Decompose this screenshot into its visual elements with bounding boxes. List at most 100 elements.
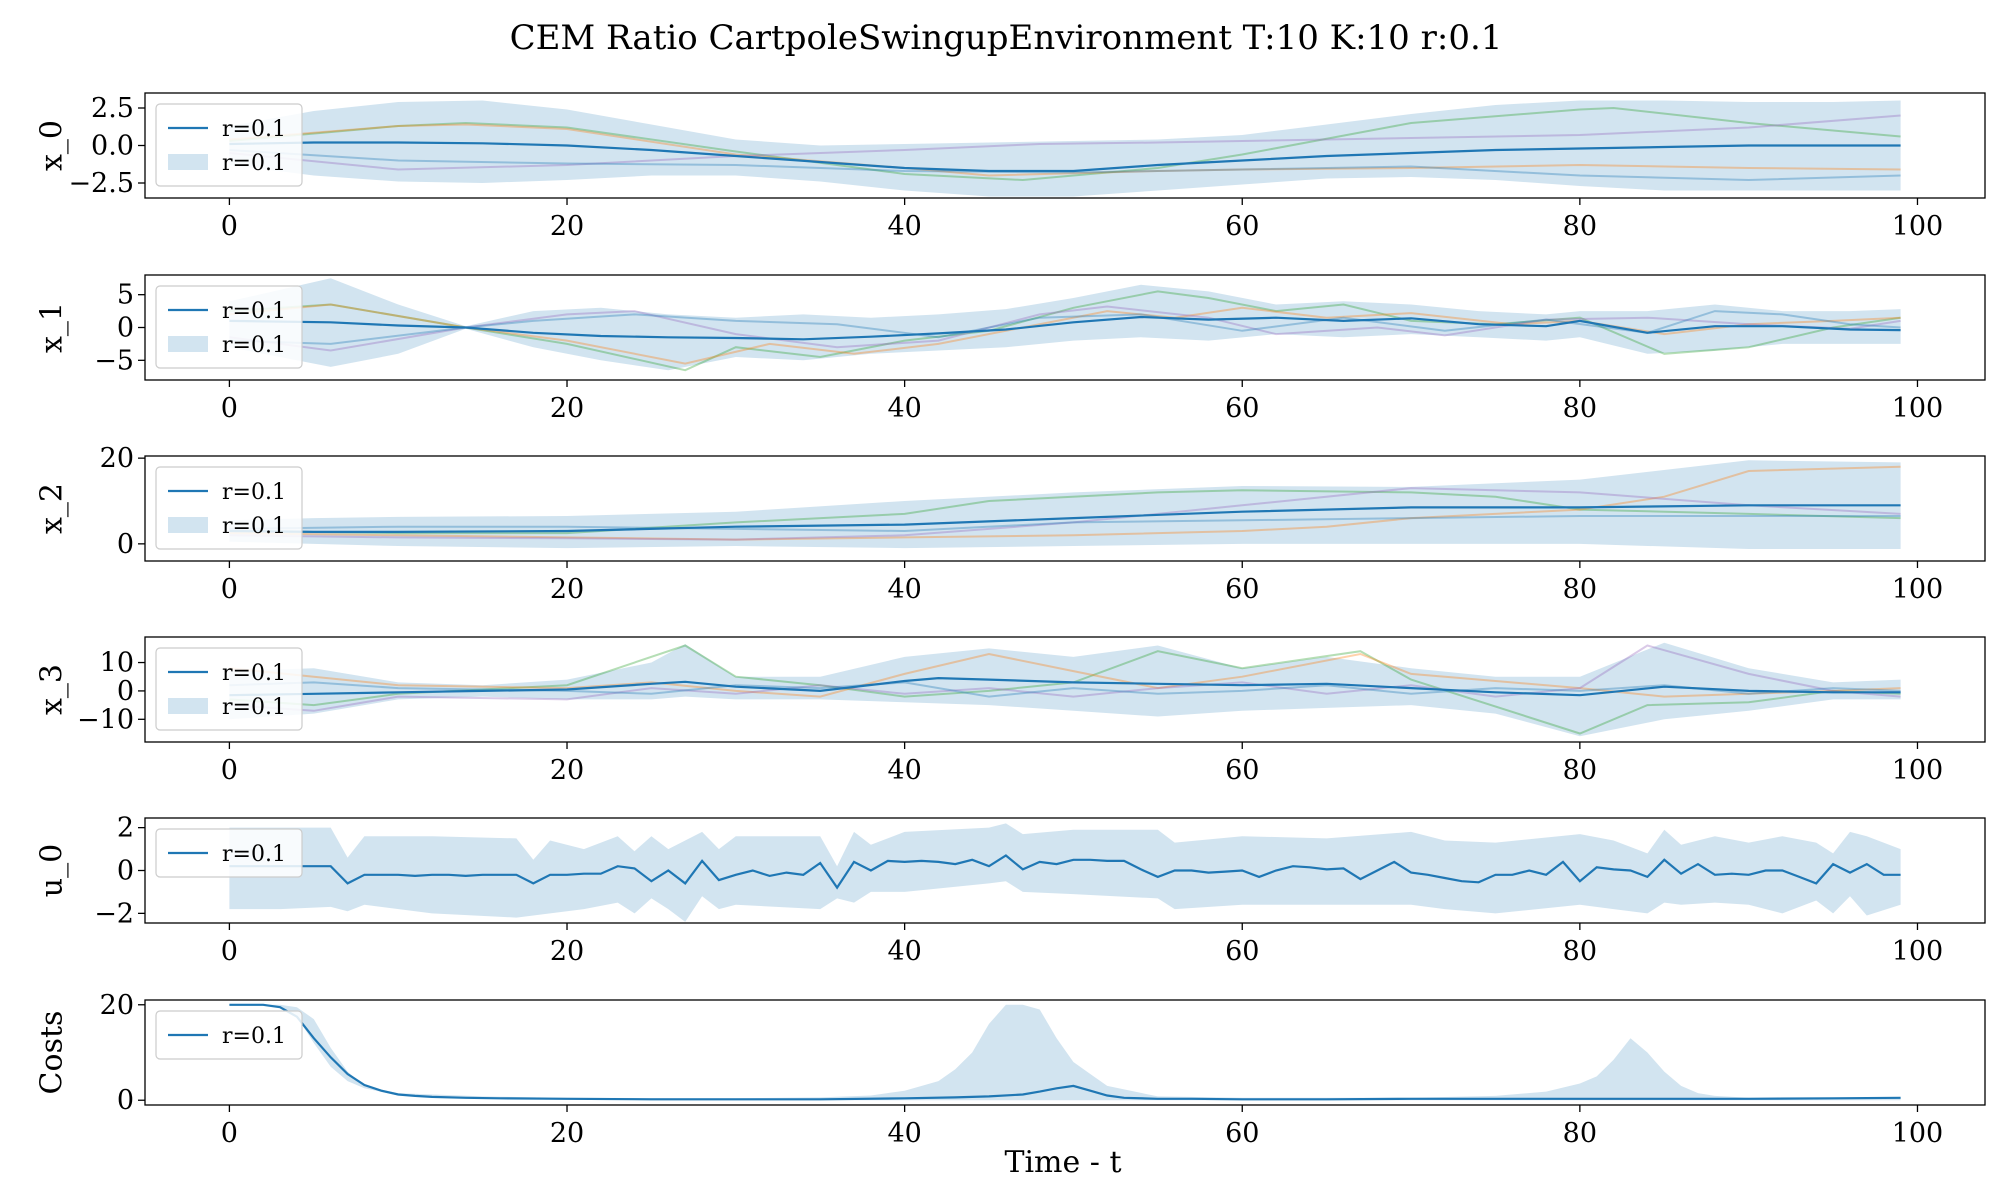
x-tick-label: 40	[887, 211, 921, 242]
y-tick-label: 20	[100, 443, 134, 474]
legend-label: r=0.1	[222, 151, 286, 176]
trajectory-line	[229, 114, 1901, 171]
mean-line	[229, 676, 1901, 697]
figure-title: CEM Ratio CartpoleSwingupEnvironment T:1…	[510, 18, 1503, 58]
x-tick-label: 60	[1225, 936, 1259, 967]
x-tick-label: 100	[1892, 936, 1944, 967]
x-tick-label: 0	[221, 936, 238, 967]
subplot-x-0: 0 20 40 60 80 100 2.5 0.0 −2.5x_0 r=0.1 r=0.1	[35, 92, 1986, 242]
legend: r=0.1	[155, 828, 303, 878]
x-tick-label: 100	[1892, 755, 1944, 786]
y-tick-label: 0	[117, 856, 134, 887]
x-tick-label: 20	[550, 574, 584, 605]
std-band	[229, 823, 1901, 922]
legend-label: r=0.1	[222, 514, 286, 539]
trajectory-line	[229, 290, 1901, 372]
y-tick-label: −10	[77, 704, 134, 735]
trajectory-line	[229, 106, 1901, 182]
legend-band-swatch	[168, 698, 208, 714]
legend-box	[155, 647, 303, 731]
mean-line	[229, 504, 1901, 534]
axes-frame	[144, 455, 1986, 562]
x-tick-label: 40	[887, 574, 921, 605]
x-tick-label: 0	[221, 393, 238, 424]
x-tick-label: 0	[221, 211, 238, 242]
subplot-x-2: 0 20 40 60 80 100 20 0 x_2 r=0.1 r=0.1	[35, 443, 1986, 605]
std-band	[229, 460, 1901, 549]
x-tick-label: 100	[1892, 211, 1944, 242]
y-tick-label: 0	[117, 313, 134, 344]
legend-label: r=0.1	[222, 117, 286, 142]
x-tick-label: 100	[1892, 1118, 1944, 1149]
x-tick-label: 60	[1225, 574, 1259, 605]
mean-line	[229, 854, 1901, 890]
x-tick-label: 40	[887, 393, 921, 424]
y-tick-label: −2.5	[68, 168, 134, 199]
y-tick-label: 0	[117, 1085, 134, 1116]
trajectory-line	[229, 465, 1901, 541]
y-axis-label: x_2	[35, 483, 70, 534]
y-tick-label: 20	[100, 990, 134, 1021]
y-axis-label: u_0	[35, 844, 70, 897]
legend-label: r=0.1	[222, 1024, 286, 1049]
y-tick-label: 0	[117, 676, 134, 707]
legend-band-swatch	[168, 154, 208, 170]
std-band	[229, 642, 1901, 737]
x-tick-label: 40	[887, 936, 921, 967]
legend-label: r=0.1	[222, 842, 286, 867]
y-axis-label: x_1	[35, 302, 70, 353]
legend-box	[155, 285, 303, 369]
legend: r=0.1 r=0.1	[155, 647, 303, 731]
x-axis-label: Time - t	[1004, 1145, 1121, 1180]
trajectory-line	[229, 310, 1901, 345]
y-tick-label: −5	[94, 345, 134, 376]
trajectory-line	[229, 644, 1901, 712]
legend-band-swatch	[168, 517, 208, 533]
trajectory-line	[229, 123, 1901, 177]
x-tick-label: 80	[1563, 211, 1597, 242]
std-band	[229, 1004, 1901, 1101]
x-tick-label: 80	[1563, 393, 1597, 424]
mean-line	[229, 1003, 1901, 1101]
legend-label: r=0.1	[222, 480, 286, 505]
x-tick-label: 20	[550, 211, 584, 242]
trajectory-line	[229, 487, 1901, 541]
legend-label: r=0.1	[222, 695, 286, 720]
x-tick-label: 80	[1563, 574, 1597, 605]
x-tick-label: 0	[221, 755, 238, 786]
x-tick-label: 60	[1225, 211, 1259, 242]
axes-frame	[144, 999, 1986, 1106]
x-tick-label: 20	[550, 393, 584, 424]
mean-line	[229, 315, 1901, 341]
x-tick-label: 100	[1892, 574, 1944, 605]
x-tick-label: 20	[550, 1118, 584, 1149]
legend: r=0.1 r=0.1	[155, 466, 303, 550]
x-tick-label: 20	[550, 936, 584, 967]
x-tick-label: 40	[887, 1118, 921, 1149]
y-axis-label: x_3	[35, 664, 70, 715]
trajectory-line	[229, 681, 1901, 698]
legend-label: r=0.1	[222, 661, 286, 686]
y-tick-label: 5	[117, 280, 134, 311]
x-tick-label: 100	[1892, 393, 1944, 424]
x-tick-label: 0	[221, 1118, 238, 1149]
y-tick-label: 0	[117, 529, 134, 560]
std-band	[229, 100, 1901, 197]
legend: r=0.1 r=0.1	[155, 103, 303, 187]
trajectory-line	[229, 149, 1901, 182]
legend-label: r=0.1	[222, 333, 286, 358]
axes-frame	[144, 636, 1986, 743]
legend-box	[155, 828, 303, 878]
y-tick-label: 2.5	[91, 93, 134, 124]
x-tick-label: 60	[1225, 393, 1259, 424]
trajectory-line	[229, 515, 1901, 533]
x-tick-label: 80	[1563, 755, 1597, 786]
legend-box	[155, 103, 303, 187]
trajectory-line	[229, 652, 1901, 698]
y-axis-label: x_0	[35, 120, 70, 171]
legend-label: r=0.1	[222, 299, 286, 324]
